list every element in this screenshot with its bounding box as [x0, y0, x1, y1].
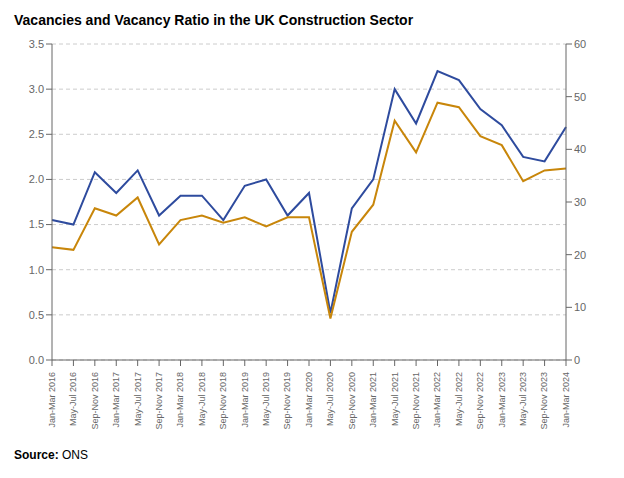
svg-text:Jan-Mar 2020: Jan-Mar 2020	[304, 372, 314, 428]
svg-text:0.5: 0.5	[29, 309, 44, 321]
svg-text:10: 10	[574, 301, 586, 313]
svg-text:30: 30	[574, 196, 586, 208]
html-text:Source: ONS: Source: ONS	[14, 448, 88, 462]
svg-text:Sep-Nov 2019: Sep-Nov 2019	[282, 372, 292, 430]
svg-text:May-Jul 2022: May-Jul 2022	[454, 372, 464, 426]
svg-text:May-Jul 2020: May-Jul 2020	[325, 372, 335, 426]
svg-text:0: 0	[574, 354, 580, 366]
svg-text:Jan-Mar 2017: Jan-Mar 2017	[111, 372, 121, 428]
svg-text:Jan-Mar 2023: Jan-Mar 2023	[497, 372, 507, 428]
svg-text:50: 50	[574, 91, 586, 103]
svg-text:May-Jul 2018: May-Jul 2018	[197, 372, 207, 426]
svg-text:Sep-Nov 2022: Sep-Nov 2022	[475, 372, 485, 430]
html-text:Vacancies and Vacancy Ratio in: Vacancies and Vacancy Ratio in the UK Co…	[14, 12, 414, 28]
svg-text:3.0: 3.0	[29, 83, 44, 95]
svg-text:Jan-Mar 2019: Jan-Mar 2019	[240, 372, 250, 428]
svg-text:1.0: 1.0	[29, 264, 44, 276]
svg-text:May-Jul 2016: May-Jul 2016	[68, 372, 78, 426]
svg-text:40: 40	[574, 143, 586, 155]
svg-text:Sep-Nov 2023: Sep-Nov 2023	[539, 372, 549, 430]
svg-text:Sep-Nov 2016: Sep-Nov 2016	[90, 372, 100, 430]
svg-text:Jan-Mar 2016: Jan-Mar 2016	[47, 372, 57, 428]
svg-text:1.5: 1.5	[29, 218, 44, 230]
svg-text:Sep-Nov 2018: Sep-Nov 2018	[218, 372, 228, 430]
svg-text:Jan-Mar 2024: Jan-Mar 2024	[561, 372, 571, 428]
svg-text:Sep-Nov 2020: Sep-Nov 2020	[347, 372, 357, 430]
svg-text:Jan-Mar 2021: Jan-Mar 2021	[368, 372, 378, 428]
svg-text:Jan-Mar 2018: Jan-Mar 2018	[175, 372, 185, 428]
svg-text:Jan-Mar 2022: Jan-Mar 2022	[432, 372, 442, 428]
svg-text:2.5: 2.5	[29, 128, 44, 140]
svg-text:May-Jul 2023: May-Jul 2023	[518, 372, 528, 426]
svg-text:Sep-Nov 2021: Sep-Nov 2021	[411, 372, 421, 430]
svg-text:2.0: 2.0	[29, 173, 44, 185]
svg-text:60: 60	[574, 38, 586, 50]
svg-text:Sep-Nov 2017: Sep-Nov 2017	[154, 372, 164, 430]
svg-text:20: 20	[574, 249, 586, 261]
svg-text:May-Jul 2017: May-Jul 2017	[133, 372, 143, 426]
svg-text:3.5: 3.5	[29, 38, 44, 50]
svg-text:0.0: 0.0	[29, 354, 44, 366]
svg-text:May-Jul 2021: May-Jul 2021	[390, 372, 400, 426]
svg-text:May-Jul 2019: May-Jul 2019	[261, 372, 271, 426]
